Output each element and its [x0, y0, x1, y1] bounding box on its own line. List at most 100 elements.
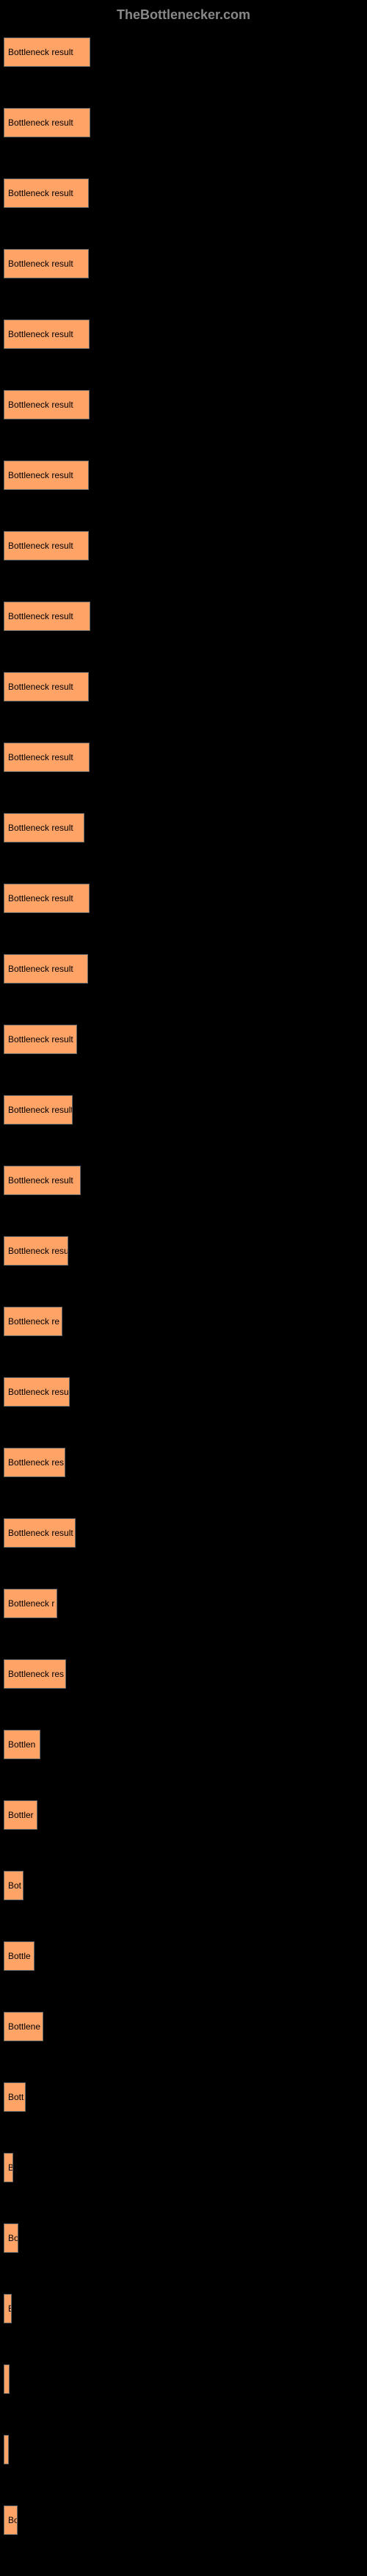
bar-row: Bottleneck re [4, 1307, 363, 1336]
bar[interactable]: Bottleneck result [4, 1025, 77, 1054]
bar-label: Bottleneck result [8, 1105, 73, 1115]
bar-label: Bottleneck result [8, 752, 73, 762]
bar[interactable]: B [4, 2153, 13, 2182]
bar[interactable]: Bottleneck result [4, 37, 90, 67]
bar-label: Bottleneck result [8, 611, 73, 621]
bar[interactable]: Bottleneck r [4, 1589, 57, 1618]
bar-label: Bottleneck r [8, 1598, 54, 1609]
bar[interactable]: Bottleneck res [4, 1659, 66, 1689]
bar-label: Bottleneck result [8, 470, 73, 480]
bar-row: Bottleneck res [4, 1448, 363, 1477]
bar[interactable]: Bottleneck result [4, 1518, 76, 1548]
bar-label: Bottleneck result [8, 893, 73, 903]
bar-label: Bottlene [8, 2021, 40, 2032]
bar-label: Bottleneck result [8, 1528, 73, 1538]
bar-row: Bottleneck r [4, 1589, 363, 1618]
bar[interactable]: Bottleneck result [4, 602, 90, 631]
bar-row: Bottleneck result [4, 1166, 363, 1195]
bar-row: Bottleneck result [4, 954, 363, 984]
bar-label: Bottleneck resu [8, 1246, 68, 1256]
bar-row: Bott [4, 2082, 363, 2112]
bar-label: Bottleneck result [8, 259, 73, 269]
bar-row: Bottleneck result [4, 37, 363, 67]
bar-label: Bo [8, 2515, 18, 2525]
bar-row: Bottleneck result [4, 1095, 363, 1125]
bar-row: Bottleneck result [4, 249, 363, 278]
bar[interactable]: Bott [4, 2082, 26, 2112]
bar[interactable]: Bottleneck result [4, 178, 89, 208]
bar-row: Bottleneck result [4, 461, 363, 490]
bar-row: E [4, 2294, 363, 2323]
bar[interactable]: Bottleneck result [4, 1095, 73, 1125]
bar-row: Bottleneck result [4, 743, 363, 772]
bar-row: Bottleneck result [4, 178, 363, 208]
bar-row: Bottle [4, 1941, 363, 1971]
bar-row: Bottleneck result [4, 1025, 363, 1054]
bar[interactable]: Bottleneck result [4, 672, 89, 701]
bar[interactable] [4, 2435, 9, 2464]
bar-row: Bottleneck result [4, 602, 363, 631]
bar-label: Bottleneck result [8, 1175, 73, 1186]
bar-row: Bottleneck res [4, 1659, 363, 1689]
bar[interactable]: Bottleneck result [4, 390, 90, 419]
bar-row: B [4, 2153, 363, 2182]
bar-label: Bottleneck result [8, 47, 73, 57]
bar-row [4, 2364, 363, 2394]
bar-row: Bottleneck result [4, 531, 363, 560]
bar[interactable]: Bottler [4, 1800, 37, 1830]
site-title: TheBottlenecker.com [117, 7, 250, 22]
bar[interactable]: Bo [4, 2505, 18, 2535]
bar[interactable]: Bo [4, 2223, 18, 2253]
bar[interactable]: Bottleneck result [4, 1166, 81, 1195]
bar-row: Bo [4, 2223, 363, 2253]
bar-row: Bottleneck result [4, 1518, 363, 1548]
bar-label: Bo [8, 2233, 18, 2243]
bar[interactable]: Bottlen [4, 1730, 40, 1759]
site-header: TheBottlenecker.com [0, 7, 367, 23]
bar[interactable]: E [4, 2294, 12, 2323]
bar[interactable]: Bottleneck re [4, 1307, 62, 1336]
bar-row: Bottleneck result [4, 390, 363, 419]
bar-label: Bot [8, 1880, 21, 1891]
bar[interactable]: Bottle [4, 1941, 34, 1971]
bar-row: Bottleneck resu [4, 1236, 363, 1266]
bar[interactable]: Bot [4, 1871, 23, 1900]
bar[interactable]: Bottleneck resu [4, 1236, 68, 1266]
bar[interactable]: Bottleneck result [4, 884, 90, 913]
bar-label: Bottleneck result [8, 188, 73, 198]
bar-label: Bott [8, 2092, 23, 2102]
bar-row: Bottlene [4, 2012, 363, 2041]
bar-row: Bo [4, 2505, 363, 2535]
bar-row [4, 2435, 363, 2464]
bar-chart: Bottleneck result Bottleneck result Bottle… [0, 37, 367, 2535]
bar-row: Bottleneck result [4, 108, 363, 137]
bar[interactable]: Bottleneck result [4, 461, 89, 490]
bar-label: Bottleneck result [8, 682, 73, 692]
bar-label: Bottleneck result [8, 1034, 73, 1045]
bar-label: Bottleneck result [8, 329, 73, 339]
bar[interactable]: Bottlene [4, 2012, 43, 2041]
bar-row: Bot [4, 1871, 363, 1900]
bar-label: Bottleneck res [8, 1669, 64, 1679]
bar-label: Bottleneck re [8, 1316, 59, 1327]
bar-row: Bottleneck resu [4, 1377, 363, 1407]
bar[interactable] [4, 2364, 10, 2394]
bar[interactable]: Bottleneck result [4, 813, 84, 843]
bar[interactable]: Bottleneck result [4, 743, 90, 772]
bar-row: Bottleneck result [4, 672, 363, 701]
bar[interactable]: Bottleneck result [4, 108, 90, 137]
bar-label: Bottleneck result [8, 400, 73, 410]
bar-row: Bottleneck result [4, 884, 363, 913]
bar-label: Bottleneck resu [8, 1387, 69, 1397]
bar[interactable]: Bottleneck result [4, 249, 89, 278]
bar-label: B [8, 2162, 13, 2173]
bar[interactable]: Bottleneck res [4, 1448, 65, 1477]
bar[interactable]: Bottleneck result [4, 954, 88, 984]
bar-label: Bottleneck result [8, 823, 73, 833]
bar[interactable]: Bottleneck result [4, 531, 89, 560]
bar[interactable]: Bottleneck result [4, 320, 90, 349]
bar-row: Bottlen [4, 1730, 363, 1759]
bar[interactable]: Bottleneck resu [4, 1377, 70, 1407]
bar-label: Bottlen [8, 1739, 35, 1750]
bar-label: E [8, 2303, 12, 2314]
